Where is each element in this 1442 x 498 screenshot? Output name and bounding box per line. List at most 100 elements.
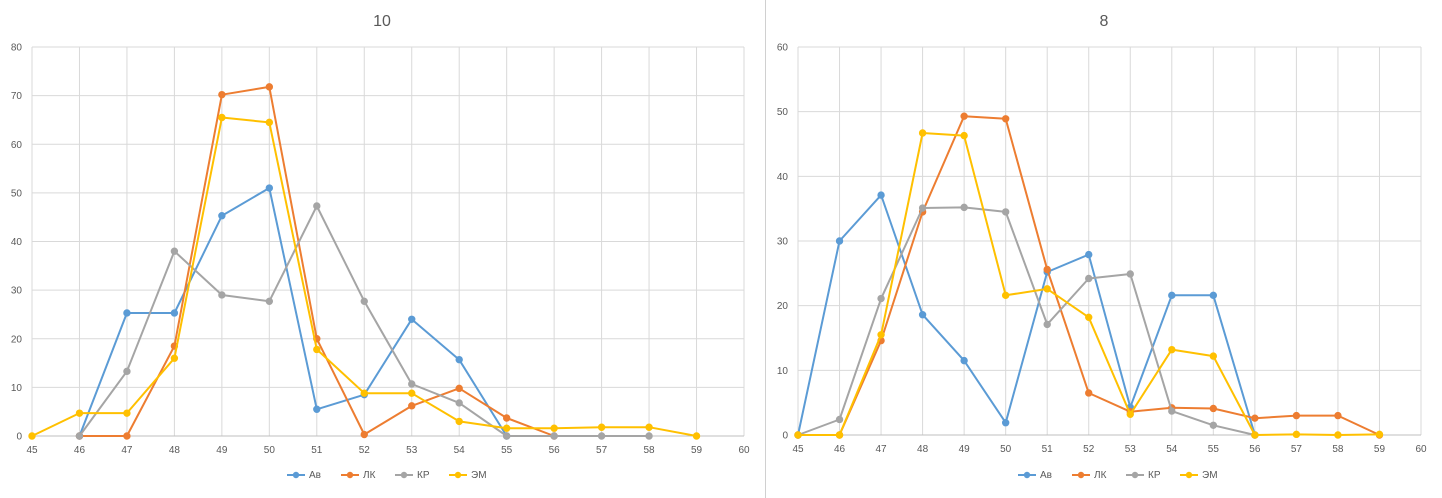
data-point xyxy=(835,431,844,439)
y-tick-label: 10 xyxy=(777,366,789,377)
chart-panel-right: 8 0 10 20 30 40 50 60 45 46 47 48 49 50 51 52 53 54 55 56 57… xyxy=(766,0,1442,498)
x-tick-label: 45 xyxy=(792,444,804,455)
series-ЭМ xyxy=(28,113,701,440)
data-point xyxy=(918,204,927,212)
x-tick-label: 59 xyxy=(691,445,703,456)
x-tick-label: 57 xyxy=(1291,444,1303,455)
data-point xyxy=(360,389,368,397)
data-point xyxy=(1168,345,1176,354)
data-point xyxy=(123,367,131,376)
x-tick-label: 56 xyxy=(549,445,561,456)
data-point xyxy=(265,184,274,192)
data-point xyxy=(313,405,321,413)
data-point xyxy=(877,331,885,339)
data-point xyxy=(1085,250,1093,259)
data-point xyxy=(1209,404,1218,413)
data-point xyxy=(265,118,274,127)
data-point xyxy=(313,345,321,354)
data-point xyxy=(218,90,226,99)
data-point xyxy=(1292,430,1301,439)
legend: Ав ЛК КР ЭМ xyxy=(1018,470,1218,481)
x-tick-label: 48 xyxy=(917,444,929,455)
data-point xyxy=(960,203,968,212)
x-tick-label: 54 xyxy=(1166,444,1178,455)
legend-label: Ав xyxy=(309,470,321,481)
x-tick-label: 57 xyxy=(596,445,608,456)
series-КР xyxy=(794,203,1259,439)
data-point xyxy=(1334,431,1342,439)
data-point xyxy=(408,315,416,323)
data-point xyxy=(265,297,274,306)
data-point xyxy=(550,424,558,432)
legend-label: ЭМ xyxy=(471,470,487,481)
data-point xyxy=(1251,414,1259,422)
data-point xyxy=(1043,265,1051,274)
legend-swatch-marker xyxy=(346,471,354,479)
series-line xyxy=(78,187,508,437)
data-point xyxy=(1168,407,1176,415)
legend-label: ЛК xyxy=(363,470,376,481)
data-point xyxy=(645,432,653,440)
line-chart-10: 10 0 10 20 30 40 50 60 70 80 45 46 47 48 49 50 51 52 53 54 5… xyxy=(11,13,750,481)
y-tick-label: 40 xyxy=(777,172,789,183)
series-Ав xyxy=(794,191,1259,439)
y-tick-label: 10 xyxy=(11,383,23,394)
data-point xyxy=(1126,270,1134,278)
data-point xyxy=(1085,274,1093,283)
x-tick-label: 51 xyxy=(1042,444,1054,455)
legend-swatch-marker xyxy=(1023,471,1031,479)
data-point xyxy=(1168,291,1176,300)
y-tick-label: 70 xyxy=(11,91,23,102)
series-line xyxy=(797,206,1256,436)
data-point xyxy=(1001,419,1010,427)
legend-item: ЛК xyxy=(1072,470,1107,481)
data-point xyxy=(313,202,321,210)
chart-title: 10 xyxy=(373,13,391,30)
x-tick-label: 47 xyxy=(121,445,133,456)
y-tick-label: 0 xyxy=(16,432,22,443)
y-tick-label: 80 xyxy=(11,43,23,54)
legend-item: ЭМ xyxy=(449,470,487,481)
data-point xyxy=(1126,410,1134,419)
data-point xyxy=(408,402,416,410)
y-tick-label: 30 xyxy=(777,237,789,248)
x-tick-label: 60 xyxy=(1415,444,1427,455)
data-point xyxy=(408,380,416,388)
y-tick-label: 20 xyxy=(11,334,23,345)
data-point xyxy=(597,423,606,431)
panel-divider xyxy=(765,0,766,498)
legend-swatch-marker xyxy=(292,471,300,479)
x-tick-label: 45 xyxy=(26,445,38,456)
data-point xyxy=(960,131,968,140)
legend-swatch-marker xyxy=(1185,471,1193,479)
y-tick-label: 30 xyxy=(11,286,23,297)
data-point xyxy=(1251,431,1259,439)
chart-panel-left: 10 0 10 20 30 40 50 60 70 80 45 46 47 48 49 50 51 52 53 54 5… xyxy=(10,13,750,481)
legend-item: ЭМ xyxy=(1180,470,1218,481)
gridlines xyxy=(797,46,1422,436)
data-point xyxy=(455,417,463,426)
x-tick-label: 48 xyxy=(169,445,181,456)
data-point xyxy=(360,297,368,306)
x-tick-label: 56 xyxy=(1249,444,1261,455)
data-point xyxy=(1292,411,1301,420)
gridlines xyxy=(31,46,745,437)
data-point xyxy=(1001,115,1010,123)
data-point xyxy=(123,432,131,440)
data-point xyxy=(455,399,463,407)
data-point xyxy=(170,309,179,317)
legend-swatch-marker xyxy=(1077,471,1085,479)
data-point xyxy=(794,431,802,439)
data-point xyxy=(218,212,226,220)
data-point xyxy=(1001,208,1010,216)
data-point xyxy=(1085,313,1093,322)
legend-item: КР xyxy=(1126,470,1161,481)
legend: Ав ЛК КР ЭМ xyxy=(287,470,487,481)
y-tick-label: 20 xyxy=(777,301,789,312)
data-point xyxy=(877,294,885,303)
x-tick-label: 49 xyxy=(216,445,228,456)
data-point xyxy=(455,355,463,364)
y-tick-label: 60 xyxy=(11,140,23,151)
data-point xyxy=(1001,291,1010,300)
x-tick-label: 49 xyxy=(959,444,971,455)
